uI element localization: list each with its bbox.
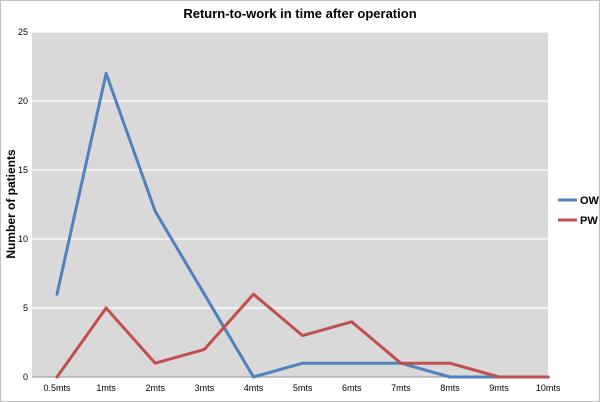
y-tick-label: 15 (18, 165, 28, 175)
x-tick-label: 0.5mts (43, 383, 71, 393)
y-tick-label: 5 (23, 303, 28, 313)
series-line-pw (55, 292, 550, 379)
y-tick-label: 10 (18, 234, 28, 244)
x-tick-label: 5mts (293, 383, 313, 393)
x-tick-label: 3mts (195, 383, 215, 393)
y-tick-label: 20 (18, 96, 28, 106)
x-tick-label: 6mts (342, 383, 362, 393)
y-tick-labels: 0 5 10 15 20 25 (18, 27, 28, 382)
legend: OW PW (558, 195, 600, 227)
x-tick-label: 1mts (96, 383, 116, 393)
x-tick-label: 2mts (145, 383, 165, 393)
legend-label-pw: PW (580, 215, 598, 227)
series-line-ow (55, 71, 550, 379)
series-lines (55, 71, 550, 379)
y-tick-label: 25 (18, 27, 28, 37)
x-tick-label: 4mts (244, 383, 264, 393)
x-tick-label: 9mts (489, 383, 509, 393)
x-tick-label: 10mts (536, 383, 561, 393)
x-tick-label: 8mts (440, 383, 460, 393)
chart-title: Return-to-work in time after operation (183, 6, 417, 21)
legend-label-ow: OW (580, 195, 600, 207)
x-tick-labels: 0.5mts 1mts 2mts 3mts 4mts 5mts 6mts 7mts 8mts 9m… (43, 383, 560, 393)
y-tick-label: 0 (23, 372, 28, 382)
x-tick-label: 7mts (391, 383, 411, 393)
